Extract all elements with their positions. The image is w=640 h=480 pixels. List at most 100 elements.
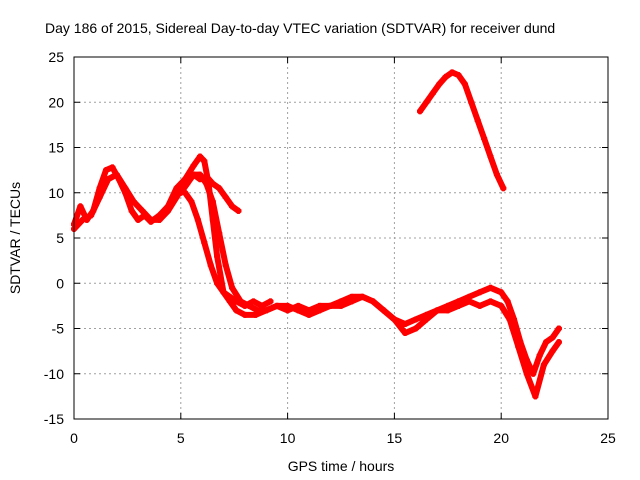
- data-point: [498, 302, 505, 309]
- data-point: [233, 298, 240, 305]
- data-point: [493, 171, 500, 178]
- x-axis-label: GPS time / hours: [288, 458, 395, 474]
- data-point: [147, 216, 154, 223]
- data-series-4: [182, 189, 274, 309]
- data-point: [455, 302, 462, 309]
- data-point: [209, 198, 216, 205]
- data-point: [250, 298, 257, 305]
- data-point: [214, 280, 221, 287]
- axis-ticks: [73, 56, 609, 420]
- data-point: [359, 293, 366, 300]
- data-series-5: [417, 69, 507, 192]
- data-point: [455, 72, 462, 79]
- y-tick-label: -15: [44, 411, 64, 427]
- data-point: [201, 239, 208, 246]
- data-series-3: [177, 171, 242, 214]
- data-point: [203, 180, 210, 187]
- data-point: [235, 207, 242, 214]
- x-tick-label: 5: [177, 430, 185, 446]
- data-point: [190, 162, 197, 169]
- data-point: [466, 298, 473, 305]
- data-point: [220, 289, 227, 296]
- data-point: [254, 307, 261, 314]
- data-point: [504, 298, 511, 305]
- data-point: [412, 325, 419, 332]
- data-point: [487, 153, 494, 160]
- data-point: [515, 343, 522, 350]
- x-tick-label: 20: [493, 430, 509, 446]
- data-point: [391, 316, 398, 323]
- data-point: [216, 230, 223, 237]
- data-point: [476, 289, 483, 296]
- data-point: [113, 171, 120, 178]
- data-series-1: [71, 153, 562, 377]
- data-point: [263, 307, 270, 314]
- data-point: [402, 330, 409, 337]
- y-tick-labels: -15 -10 -5 0 5 10 15 20 25: [44, 49, 64, 427]
- y-tick-label: 5: [56, 230, 64, 246]
- data-point: [284, 302, 291, 309]
- data-point: [540, 361, 547, 368]
- data-point: [380, 307, 387, 314]
- data-point: [103, 167, 110, 174]
- data-point: [370, 298, 377, 305]
- data-point: [436, 81, 443, 88]
- data-point: [226, 293, 233, 300]
- y-axis-label: SDTVAR / TECUs: [7, 182, 23, 294]
- data-point: [295, 307, 302, 314]
- x-tick-label: 25: [600, 430, 616, 446]
- data-point: [214, 253, 221, 260]
- data-point: [476, 302, 483, 309]
- y-tick-label: -10: [44, 366, 64, 382]
- data-point: [423, 99, 430, 106]
- data-point: [506, 316, 513, 323]
- series-layer: [71, 69, 562, 400]
- data-point: [233, 307, 240, 314]
- data-point: [549, 334, 556, 341]
- data-point: [543, 339, 550, 346]
- y-tick-label: 25: [48, 49, 64, 65]
- data-point: [273, 302, 280, 309]
- data-point: [442, 73, 449, 80]
- data-point: [173, 185, 180, 192]
- data-point: [481, 135, 488, 142]
- data-point: [209, 180, 216, 187]
- data-point: [461, 81, 468, 88]
- data-point: [412, 316, 419, 323]
- x-tick-labels: 0 5 10 15 20 25: [70, 430, 616, 446]
- data-point: [139, 207, 146, 214]
- data-point: [128, 207, 135, 214]
- chart-title: Day 186 of 2015, Sidereal Day-to-day VTE…: [45, 20, 555, 36]
- data-point: [156, 216, 163, 223]
- data-point: [474, 117, 481, 124]
- y-tick-label: 10: [48, 185, 64, 201]
- data-point: [417, 108, 424, 115]
- y-tick-label: -5: [52, 321, 65, 337]
- data-point: [122, 185, 129, 192]
- data-point: [258, 302, 265, 309]
- x-tick-label: 0: [70, 430, 78, 446]
- data-point: [201, 158, 208, 165]
- data-series-2: [71, 171, 562, 400]
- data-point: [449, 69, 456, 76]
- data-point: [402, 320, 409, 327]
- data-point: [216, 185, 223, 192]
- data-point: [173, 194, 180, 201]
- data-point: [222, 194, 229, 201]
- data-point: [487, 284, 494, 291]
- data-point: [182, 189, 189, 196]
- data-point: [109, 164, 116, 171]
- data-point: [500, 185, 507, 192]
- data-point: [105, 176, 112, 183]
- data-point: [305, 311, 312, 318]
- data-point: [135, 216, 142, 223]
- data-point: [188, 198, 195, 205]
- x-tick-label: 15: [387, 430, 403, 446]
- data-point: [77, 203, 84, 210]
- data-point: [96, 194, 103, 201]
- data-point: [316, 307, 323, 314]
- data-point: [197, 176, 204, 183]
- y-tick-label: 0: [56, 275, 64, 291]
- y-tick-label: 20: [48, 94, 64, 110]
- data-point: [487, 298, 494, 305]
